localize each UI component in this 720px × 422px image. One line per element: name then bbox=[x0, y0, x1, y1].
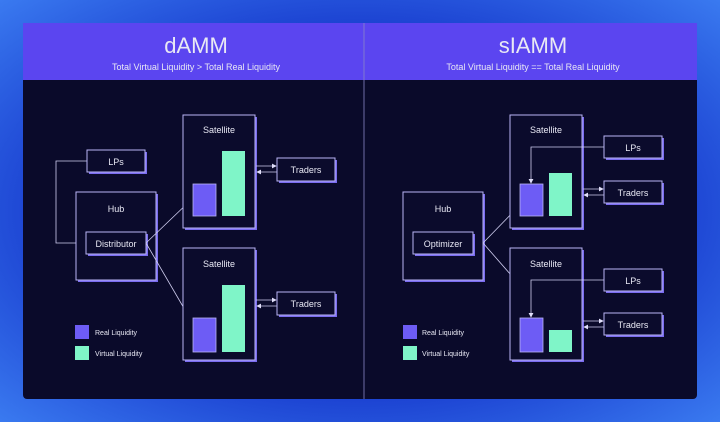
svg-text:Satellite: Satellite bbox=[203, 259, 235, 269]
traders-box-top: Traders bbox=[603, 180, 664, 205]
legend-real-swatch bbox=[75, 325, 89, 339]
legend: Real Liquidity Virtual Liquidity bbox=[403, 325, 470, 360]
traders-box-bottom: Traders bbox=[603, 312, 664, 337]
real-liquidity-bar bbox=[519, 317, 544, 353]
damm-title: dAMM bbox=[164, 33, 228, 58]
svg-text:Hub: Hub bbox=[108, 204, 125, 214]
lps-to-satellite-top-connector bbox=[528, 146, 604, 184]
siamm-section: sIAMM Total Virtual Liquidity == Total R… bbox=[402, 33, 664, 362]
real-liquidity-bar bbox=[519, 183, 544, 217]
optimizer-box bbox=[412, 231, 474, 255]
virtual-liquidity-bar bbox=[549, 330, 572, 352]
legend: Real Liquidity Virtual Liquidity bbox=[75, 325, 143, 360]
svg-text:Traders: Traders bbox=[618, 188, 649, 198]
lps-box-bottom: LPs bbox=[603, 268, 664, 293]
svg-text:Virtual Liquidity: Virtual Liquidity bbox=[95, 351, 143, 358]
svg-text:LPs: LPs bbox=[625, 143, 641, 153]
siamm-title: sIAMM bbox=[499, 33, 567, 58]
virtual-liquidity-bar bbox=[222, 151, 245, 216]
lps-to-satellite-bottom-connector bbox=[528, 279, 604, 318]
lps-to-distributor-connector bbox=[55, 160, 87, 246]
svg-text:Real Liquidity: Real Liquidity bbox=[95, 330, 138, 337]
virtual-liquidity-bar bbox=[222, 285, 245, 352]
svg-text:Traders: Traders bbox=[291, 299, 322, 309]
svg-text:Hub: Hub bbox=[435, 204, 452, 214]
legend-virtual-swatch bbox=[75, 346, 89, 360]
lps-box-top: LPs bbox=[603, 135, 664, 160]
hub-box: Hub Optimizer bbox=[402, 191, 485, 282]
svg-text:Satellite: Satellite bbox=[530, 259, 562, 269]
real-liquidity-bar bbox=[192, 317, 217, 353]
svg-text:Traders: Traders bbox=[618, 320, 649, 330]
svg-text:Satellite: Satellite bbox=[530, 125, 562, 135]
satellite-bottom: Satellite bbox=[182, 247, 257, 362]
real-liquidity-bar bbox=[192, 183, 217, 217]
hub-box: Hub Distributor bbox=[75, 191, 158, 282]
legend-real-swatch bbox=[403, 325, 417, 339]
satellite-top: Satellite bbox=[182, 114, 257, 230]
svg-text:Satellite: Satellite bbox=[203, 125, 235, 135]
legend-virtual-swatch bbox=[403, 346, 417, 360]
traders-box-top: Traders bbox=[276, 157, 337, 183]
damm-subtitle: Total Virtual Liquidity > Total Real Liq… bbox=[112, 62, 281, 72]
virtual-liquidity-bar bbox=[549, 173, 572, 216]
svg-text:Traders: Traders bbox=[291, 165, 322, 175]
siamm-subtitle: Total Virtual Liquidity == Total Real Li… bbox=[446, 62, 620, 72]
damm-section: dAMM Total Virtual Liquidity > Total Rea… bbox=[55, 33, 337, 362]
svg-text:LPs: LPs bbox=[108, 157, 124, 167]
svg-text:LPs: LPs bbox=[625, 276, 641, 286]
distributor-label: Distributor bbox=[95, 239, 136, 249]
optimizer-label: Optimizer bbox=[424, 239, 463, 249]
satellite-top: Satellite bbox=[509, 114, 584, 230]
lps-box: LPs bbox=[86, 149, 147, 174]
satellite-bottom: Satellite bbox=[509, 247, 584, 362]
svg-text:Real Liquidity: Real Liquidity bbox=[422, 330, 465, 337]
svg-text:Virtual Liquidity: Virtual Liquidity bbox=[422, 351, 470, 358]
header-band bbox=[23, 23, 697, 80]
traders-box-bottom: Traders bbox=[276, 291, 337, 317]
